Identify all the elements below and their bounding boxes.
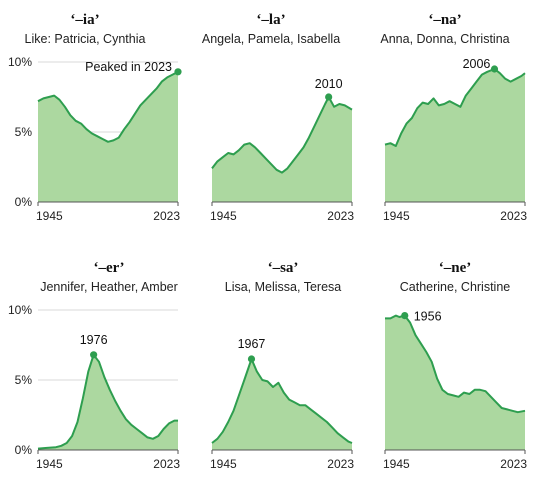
- series-area: [38, 71, 178, 202]
- panel-subtitle: Angela, Pamela, Isabella: [201, 32, 341, 46]
- series-area: [212, 97, 352, 202]
- panel-title: ‘–sa’: [267, 260, 299, 276]
- y-tick-label: 5%: [15, 125, 33, 139]
- chart-5: 1945 2023 1956: [383, 310, 527, 471]
- x-tick-label: 2023: [327, 457, 354, 471]
- chart-panel-ia: ‘–ia’ Like: Patricia, Cynthia: [0, 10, 170, 250]
- panel-title: ‘–la’: [256, 12, 286, 28]
- panel-title: ‘–na’: [428, 12, 462, 28]
- x-tick-label: 1945: [36, 457, 63, 471]
- chart-4: 1945 2023 1967: [210, 337, 354, 471]
- chart-2: 1945 2023 2006: [383, 57, 527, 223]
- y-tick-label: 0%: [15, 195, 33, 209]
- chart-panel-er: ‘–er’ Jennifer, Heather, Amber: [24, 258, 194, 498]
- peak-point: [90, 351, 98, 359]
- peak-point: [325, 93, 333, 101]
- chart-panel-la: ‘–la’ Angela, Pamela, Isabella: [186, 10, 356, 250]
- x-tick-label: 2023: [153, 209, 180, 223]
- peak-label: 1976: [80, 333, 108, 347]
- y-tick-label: 10%: [8, 303, 32, 317]
- y-tick-label: 0%: [15, 443, 33, 457]
- series-line: [37, 353, 178, 450]
- series-area: [38, 354, 178, 450]
- chart-panel-ne: ‘–ne’ Catherine, Christine: [370, 258, 540, 498]
- peak-label: 1956: [414, 310, 442, 324]
- x-tick-label: 2023: [500, 209, 527, 223]
- small-multiples-grid: ‘–ia’ Like: Patricia, Cynthia ‘–la’ Ange…: [0, 10, 530, 471]
- panel-title: ‘–ne’: [438, 260, 472, 276]
- panel-subtitle: Jennifer, Heather, Amber: [40, 280, 178, 294]
- y-tick-label: 5%: [15, 373, 33, 387]
- peak-point: [174, 68, 182, 76]
- peak-point: [401, 312, 409, 320]
- x-tick-label: 2023: [153, 457, 180, 471]
- peak-label: 2010: [315, 77, 343, 91]
- peak-label: 2006: [463, 57, 491, 71]
- chart-0: 0% 5% 10% 1945 2023 Peaked in 2023: [8, 55, 182, 223]
- panel-subtitle: Anna, Donna, Christina: [380, 32, 510, 46]
- series-line: [211, 358, 353, 444]
- x-tick-label: 2023: [500, 457, 527, 471]
- chart-3: 0% 5% 10% 1945 2023 1976: [8, 303, 180, 471]
- series-line: [37, 70, 179, 143]
- series-area: [385, 315, 525, 450]
- peak-point: [490, 65, 499, 73]
- x-tick-label: 1945: [36, 209, 63, 223]
- x-tick-label: 1945: [210, 457, 237, 471]
- y-tick-label: 10%: [8, 55, 32, 69]
- x-tick-label: 2023: [327, 209, 354, 223]
- panel-title: ‘–ia’: [70, 12, 100, 28]
- chart-panel-sa: ‘–sa’ Lisa, Melissa, Teresa: [198, 258, 368, 498]
- panel-subtitle: Like: Patricia, Cynthia: [24, 32, 146, 46]
- series-area: [212, 359, 352, 450]
- panel-subtitle: Catherine, Christine: [399, 280, 511, 294]
- series-line: [384, 68, 526, 147]
- panel-title: ‘–er’: [93, 260, 125, 276]
- chart-1: 1945 2023 2010: [210, 77, 354, 223]
- peak-label: 1967: [238, 337, 266, 351]
- x-tick-label: 1945: [383, 209, 410, 223]
- series-area: [385, 69, 525, 202]
- peak-label: Peaked in 2023: [85, 60, 172, 74]
- peak-point: [247, 355, 256, 363]
- charts-svg: 0% 5% 10% 1945 2023 Peaked in 2023 1945 2023 201…: [8, 55, 527, 471]
- panel-subtitle: Lisa, Melissa, Teresa: [224, 280, 342, 294]
- x-tick-label: 1945: [383, 457, 410, 471]
- x-tick-label: 1945: [210, 209, 237, 223]
- chart-panel-na: ‘–na’ Anna, Donna, Christina: [360, 10, 530, 250]
